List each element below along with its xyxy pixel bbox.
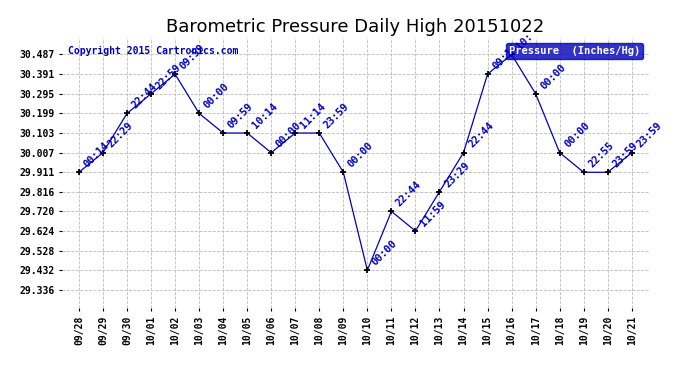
- Text: 09:14: 09:14: [491, 42, 520, 71]
- Text: 11:14: 11:14: [298, 101, 327, 130]
- Text: 11:59: 11:59: [418, 199, 447, 228]
- Text: 23:59: 23:59: [635, 121, 664, 150]
- Text: 10:: 10:: [514, 32, 535, 52]
- Text: 10:14: 10:14: [250, 101, 279, 130]
- Text: 22:55: 22:55: [586, 140, 615, 170]
- Text: 00:00: 00:00: [346, 140, 375, 170]
- Text: 22:29: 22:29: [106, 121, 135, 150]
- Text: 00:00: 00:00: [202, 81, 231, 111]
- Text: 09:59: 09:59: [178, 42, 207, 71]
- Text: 22:44: 22:44: [466, 121, 495, 150]
- Text: 23:59: 23:59: [611, 140, 640, 170]
- Text: 23:59: 23:59: [322, 101, 351, 130]
- Text: 22:59: 22:59: [154, 62, 183, 91]
- Text: 22:44: 22:44: [394, 179, 424, 209]
- Text: 00:00: 00:00: [274, 121, 303, 150]
- Legend: Pressure  (Inches/Hg): Pressure (Inches/Hg): [506, 43, 643, 59]
- Text: 23:29: 23:29: [442, 160, 471, 189]
- Text: 00:14: 00:14: [81, 140, 111, 170]
- Text: 00:00: 00:00: [370, 238, 400, 267]
- Text: 22:44: 22:44: [130, 81, 159, 111]
- Text: 00:00: 00:00: [538, 62, 568, 91]
- Text: 00:00: 00:00: [562, 121, 591, 150]
- Title: Barometric Pressure Daily High 20151022: Barometric Pressure Daily High 20151022: [166, 18, 544, 36]
- Text: 09:59: 09:59: [226, 101, 255, 130]
- Text: Copyright 2015 Cartronics.com: Copyright 2015 Cartronics.com: [68, 46, 238, 56]
